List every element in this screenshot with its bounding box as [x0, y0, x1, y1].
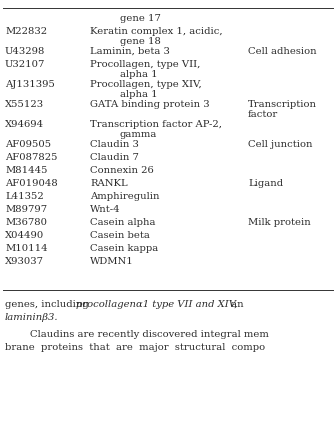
Text: RANKL: RANKL	[90, 179, 128, 188]
Text: X55123: X55123	[5, 100, 44, 109]
Text: M89797: M89797	[5, 205, 47, 214]
Text: Procollagen, type VII,: Procollagen, type VII,	[90, 60, 200, 69]
Text: brane  proteins  that  are  major  structural  compo: brane proteins that are major structural…	[5, 343, 265, 352]
Text: Casein beta: Casein beta	[90, 231, 150, 240]
Text: U32107: U32107	[5, 60, 45, 69]
Text: X94694: X94694	[5, 120, 44, 129]
Text: an: an	[228, 300, 244, 309]
Text: X93037: X93037	[5, 257, 44, 266]
Text: genes, including: genes, including	[5, 300, 92, 309]
Text: AF019048: AF019048	[5, 179, 58, 188]
Text: Transcription: Transcription	[248, 100, 317, 109]
Text: alpha 1: alpha 1	[120, 90, 158, 99]
Text: AF09505: AF09505	[5, 140, 51, 149]
Text: Amphiregulin: Amphiregulin	[90, 192, 160, 201]
Text: alpha 1: alpha 1	[120, 70, 158, 79]
Text: X04490: X04490	[5, 231, 44, 240]
Text: procollagenα1 type VII and XIV,: procollagenα1 type VII and XIV,	[76, 300, 237, 309]
Text: Transcription factor AP-2,: Transcription factor AP-2,	[90, 120, 222, 129]
Text: M36780: M36780	[5, 218, 47, 227]
Text: Laminin, beta 3: Laminin, beta 3	[90, 47, 170, 56]
Text: Keratin complex 1, acidic,: Keratin complex 1, acidic,	[90, 27, 223, 36]
Text: WDMN1: WDMN1	[90, 257, 134, 266]
Text: lamininβ3.: lamininβ3.	[5, 313, 58, 322]
Text: Casein kappa: Casein kappa	[90, 244, 158, 253]
Text: gene 17: gene 17	[120, 14, 161, 23]
Text: L41352: L41352	[5, 192, 44, 201]
Text: Ligand: Ligand	[248, 179, 283, 188]
Text: GATA binding protein 3: GATA binding protein 3	[90, 100, 210, 109]
Text: AF087825: AF087825	[5, 153, 57, 162]
Text: Casein alpha: Casein alpha	[90, 218, 156, 227]
Text: Wnt-4: Wnt-4	[90, 205, 121, 214]
Text: Connexin 26: Connexin 26	[90, 166, 154, 175]
Text: gamma: gamma	[120, 130, 157, 139]
Text: factor: factor	[248, 110, 278, 119]
Text: M81445: M81445	[5, 166, 47, 175]
Text: Claudins are recently discovered integral mem: Claudins are recently discovered integra…	[30, 330, 269, 339]
Text: gene 18: gene 18	[120, 37, 161, 46]
Text: Milk protein: Milk protein	[248, 218, 311, 227]
Text: Procollagen, type XIV,: Procollagen, type XIV,	[90, 80, 202, 89]
Text: AJ131395: AJ131395	[5, 80, 55, 89]
Text: U43298: U43298	[5, 47, 45, 56]
Text: M10114: M10114	[5, 244, 48, 253]
Text: Claudin 7: Claudin 7	[90, 153, 139, 162]
Text: M22832: M22832	[5, 27, 47, 36]
Text: Cell adhesion: Cell adhesion	[248, 47, 317, 56]
Text: Cell junction: Cell junction	[248, 140, 312, 149]
Text: Claudin 3: Claudin 3	[90, 140, 139, 149]
